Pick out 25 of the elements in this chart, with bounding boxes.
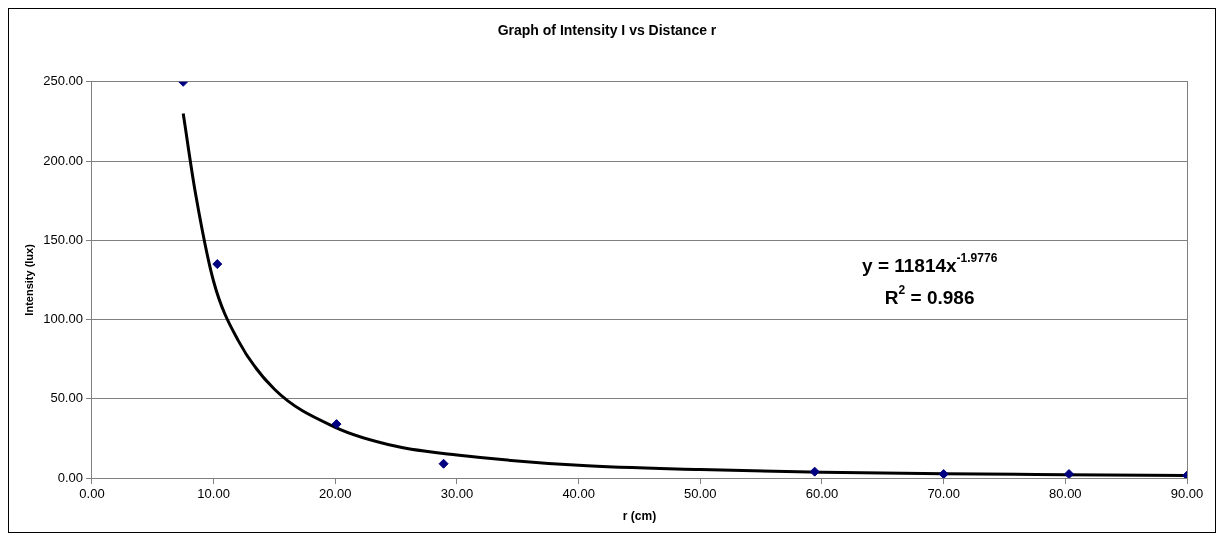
chart-title: Graph of Intensity I vs Distance r [497,22,717,39]
x-axis-title: r (cm) [622,509,657,524]
x-tick-label: 50.00 [684,486,717,502]
x-tick-label: 40.00 [562,486,595,502]
y-tick-label: 250.00 [43,73,83,89]
y-axis-title: Intensity (lux) [22,243,35,316]
x-tick-label: 60.00 [805,486,839,502]
y-tick-label: 150.00 [43,231,83,247]
x-tick-label: 10.00 [197,486,230,502]
x-tick-label: 20.00 [319,486,352,502]
x-tick-label: 90.00 [1170,486,1204,502]
point [438,458,449,469]
y-tick-label: 0.00 [57,469,83,485]
x-tick-label: 80.00 [1049,486,1082,502]
x-tick-label: 30.00 [440,486,474,502]
x-tick-label: 0.00 [79,486,105,502]
point [938,469,949,478]
point [809,466,820,477]
y-tick-label: 100.00 [43,311,83,327]
point [331,419,342,430]
x-tick-label: 70.00 [927,486,960,502]
y-tick-label: 50.00 [50,390,83,406]
point [212,259,223,270]
point [1063,469,1074,478]
y-tick-label: 200.00 [43,152,83,168]
